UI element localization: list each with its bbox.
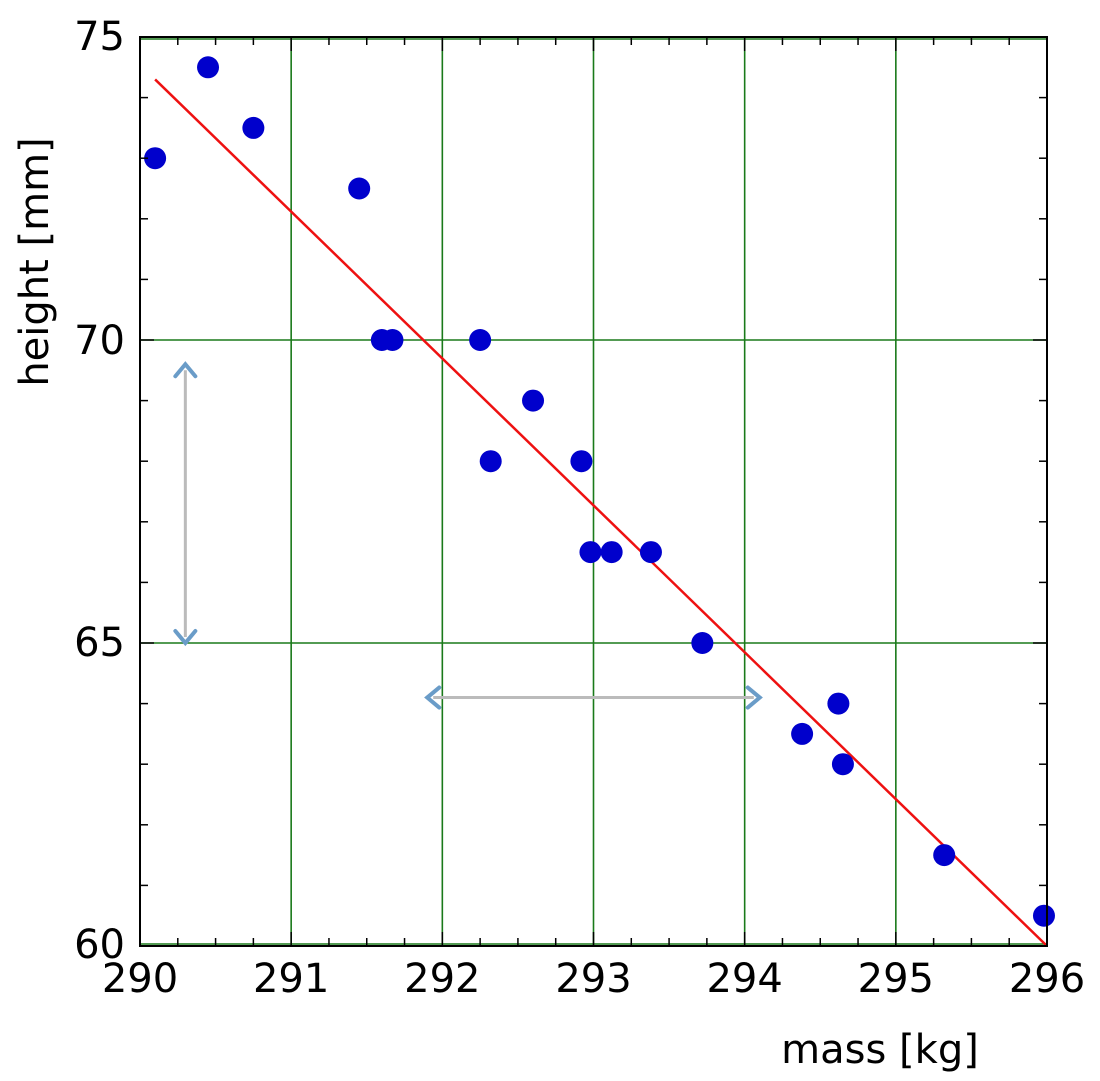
arrow-head-down [173,629,198,647]
data-point [570,450,593,473]
x-tick-label: 290 [102,956,178,1002]
x-tick-labels: 290 291 292 293 294 295 296 [102,956,1085,1002]
x-axis-label: mass [kg] [781,1027,979,1073]
arrow-head-right [745,685,763,710]
x-tick-label: 295 [858,956,934,1002]
arrow-head-up [173,361,198,379]
data-point [600,541,623,564]
y-tick-label: 60 [74,922,125,968]
data-point [691,632,714,654]
annotation-arrows [173,361,763,710]
x-tick-label: 291 [253,956,329,1002]
data-point [1032,904,1055,927]
data-point [791,722,814,745]
data-point [933,844,956,867]
x-tick-label: 292 [404,956,480,1002]
axis-ticks [139,36,1048,947]
x-tick-label: 293 [555,956,631,1002]
data-point [469,329,492,351]
data-point [522,389,545,412]
data-point [639,541,662,564]
data-point [242,116,265,139]
y-tick-label: 65 [74,620,125,666]
fit-line-group [154,78,1048,947]
grid-lines [140,37,1047,946]
y-tick-label: 70 [74,318,125,364]
data-point [827,692,850,715]
x-tick-label: 296 [1009,956,1085,1002]
data-point [197,56,220,79]
y-tick-label: 75 [74,14,125,60]
data-point [831,753,854,776]
data-points [144,56,1055,927]
y-axis-label: height [mm] [12,137,58,386]
data-point [348,177,371,200]
x-tick-label: 294 [706,956,782,1002]
fit-line [154,78,1048,947]
data-point [479,450,502,473]
data-point [144,147,167,170]
data-point [579,541,602,564]
arrow-head-left [424,685,442,710]
data-point [381,329,404,351]
y-tick-labels: 60 65 70 75 [74,14,125,968]
